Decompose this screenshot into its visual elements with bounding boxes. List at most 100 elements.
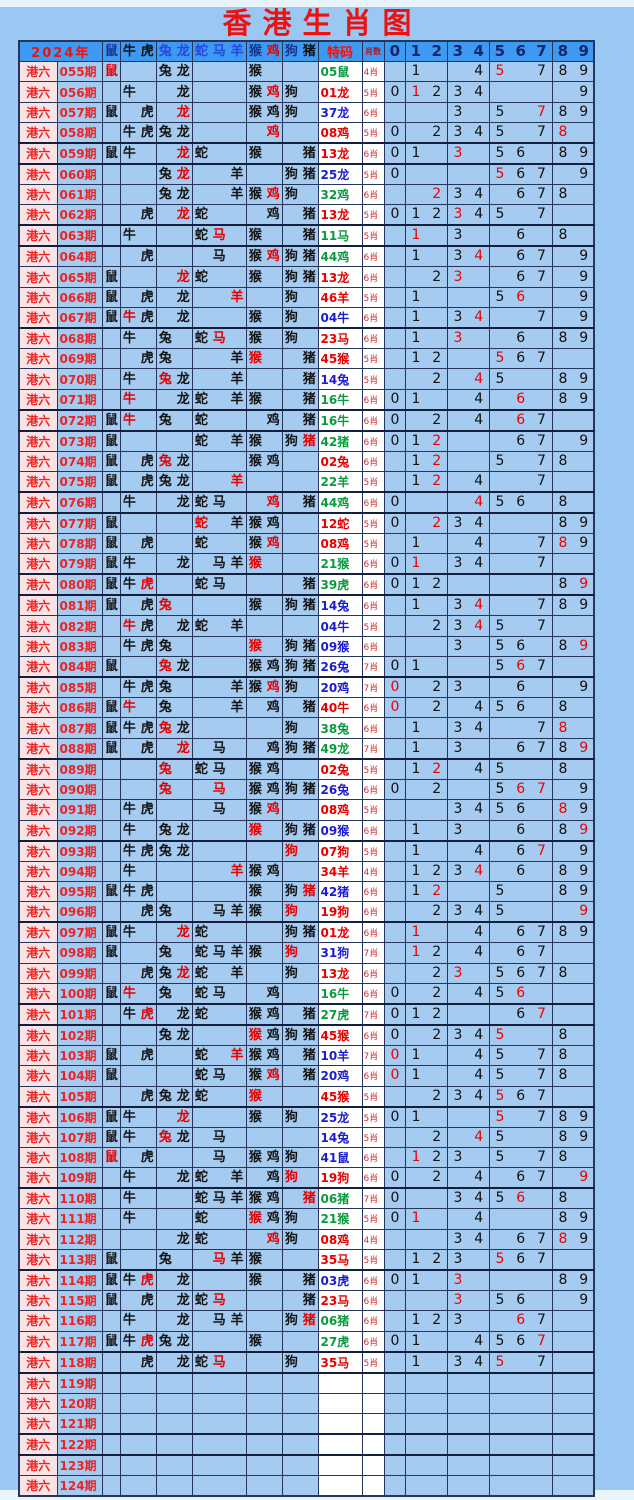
series-cell: 港六 <box>18 635 58 658</box>
digit-mark: 5 <box>495 1026 505 1043</box>
zodiac-cell: 蛇 <box>191 204 247 227</box>
digit-mark: 7 <box>537 739 546 756</box>
digit-mark: 7 <box>537 1149 546 1166</box>
zodiac-mark: 猴 <box>248 1027 262 1043</box>
zodiac-mark: 蛇 <box>194 1191 208 1207</box>
zodiac-mark: 猪 <box>302 391 316 407</box>
digit-cell <box>446 450 490 473</box>
page-background: 香港生肖图 2024年鼠牛虎兔龙蛇马羊猴鸡狗猪特码 肖数 0 1 2 3 4 5 6 7 8 9 港六… <box>0 7 634 1497</box>
period-cell: 067期 <box>56 307 103 330</box>
zodiac-mark: 狗 <box>284 659 298 675</box>
digit-cell: 9 <box>551 778 595 801</box>
zodiac-mark: 兔 <box>158 904 172 920</box>
zodiac-mark: 兔 <box>158 474 172 490</box>
digit-mark: 7 <box>537 432 546 449</box>
digit-cell: 3 <box>446 101 490 124</box>
zodiac-mark: 羊 <box>230 351 244 367</box>
digit-cell <box>446 573 490 597</box>
digit-cell <box>404 163 448 186</box>
zodiac-mark: 虎 <box>140 965 154 981</box>
digit-mark: 6 <box>516 821 526 838</box>
zodiac-cell: 鼠 <box>101 1269 121 1291</box>
series-cell: 港六 <box>18 307 58 330</box>
table-row: 港六 066期鼠虎龙羊狗 46羊 5肖 1 5 6 9 <box>18 286 595 309</box>
zodiac-cell <box>191 122 247 145</box>
zodiac-mark: 马 <box>212 985 226 1001</box>
digit-header-cell: 0 <box>383 40 406 62</box>
table-row: 港六 114期鼠牛虎龙猴猪 03虎 6肖 0 1 3 8 9 <box>18 1269 595 1291</box>
digit-mark: 2 <box>432 780 442 797</box>
digit-mark: 4 <box>474 83 484 100</box>
period-cell: 090期 <box>56 778 103 801</box>
zodiac-cell: 虎 <box>119 471 157 494</box>
period-cell: 116期 <box>56 1310 103 1332</box>
digit-mark: 6 <box>516 145 526 162</box>
xiao-count-cell: 6肖 <box>361 982 385 1005</box>
table-row: 港六 095期鼠牛虎猴狗猪 42猪 6肖 1 2 5 8 9 <box>18 880 595 903</box>
zodiac-mark: 兔 <box>158 64 172 80</box>
zodiac-cell <box>191 1269 247 1291</box>
digit-cell: 0 <box>383 409 406 432</box>
zodiac-cell: 猴鸡 <box>245 512 283 535</box>
digit-mark: 5 <box>495 206 505 223</box>
period-cell: 082期 <box>56 615 103 637</box>
period-cell: 066期 <box>56 286 103 309</box>
period-cell: 101期 <box>56 1003 103 1026</box>
digit-mark: 9 <box>579 1128 589 1145</box>
series-cell: 港六 <box>18 1372 58 1394</box>
zodiac-mark: 牛 <box>122 1191 136 1207</box>
xiao-count-cell: 6肖 <box>361 101 385 124</box>
period-cell: 094期 <box>56 860 103 882</box>
digit-mark: 0 <box>390 411 400 428</box>
xiao-count-cell: 6肖 <box>361 901 385 924</box>
digit-cell <box>488 81 553 103</box>
zodiac-cell: 猴鸡 <box>245 1044 283 1067</box>
zodiac-mark: 猴 <box>248 1191 262 1207</box>
digit-mark: 9 <box>579 248 589 265</box>
zodiac-cell: 牛 <box>119 1208 157 1230</box>
zodiac-mark: 牛 <box>122 985 136 1001</box>
zodiac-cell: 鼠 <box>101 573 121 597</box>
digit-cell: 7 <box>488 594 553 617</box>
zodiac-mark: 蛇 <box>194 536 208 552</box>
zodiac-cell <box>155 533 193 555</box>
zodiac-cell <box>101 245 121 268</box>
zodiac-cell: 羊 <box>191 676 247 699</box>
digit-cell <box>383 60 406 83</box>
period-cell: 100期 <box>56 982 103 1005</box>
digit-mark: 5 <box>495 1047 505 1064</box>
zodiac-mark: 狗 <box>284 638 298 654</box>
zodiac-mark: 羊 <box>230 391 244 407</box>
table-row: 港六 060期兔龙羊狗猪 25龙 5肖 0 5 6 7 9 <box>18 163 595 186</box>
zodiac-cell: 猴鸡 <box>245 450 283 473</box>
digit-mark: 9 <box>579 103 589 120</box>
zodiac-mark: 虎 <box>140 1272 154 1288</box>
digit-mark: 7 <box>537 719 546 736</box>
digit-cell: 9 <box>551 245 595 268</box>
digit-cell: 1 <box>404 388 448 411</box>
zodiac-cell <box>101 1412 121 1435</box>
zodiac-cell: 兔龙 <box>155 962 193 984</box>
table-row: 港六 110期牛蛇马羊猴鸡猪 06猪 7肖 0 3 4 5 6 8 <box>18 1187 595 1210</box>
zodiac-cell <box>191 1024 247 1046</box>
zodiac-cell <box>281 1474 319 1497</box>
zodiac-cell: 蛇 <box>191 1003 247 1026</box>
zodiac-mark: 鸡 <box>266 495 280 511</box>
series-cell: 港六 <box>18 245 58 268</box>
digit-mark: 6 <box>516 679 526 696</box>
digit-mark: 6 <box>516 739 526 756</box>
digit-mark: 8 <box>558 739 568 756</box>
zodiac-mark: 羊 <box>230 1313 244 1329</box>
zodiac-mark: 兔 <box>158 1027 172 1043</box>
zodiac-mark: 牛 <box>122 371 136 387</box>
series-cell: 港六 <box>18 717 58 739</box>
zodiac-mark: 虎 <box>140 1293 154 1309</box>
zodiac-cell: 兔龙 <box>155 1024 193 1046</box>
zodiac-cell: 鸡 <box>245 982 283 1005</box>
